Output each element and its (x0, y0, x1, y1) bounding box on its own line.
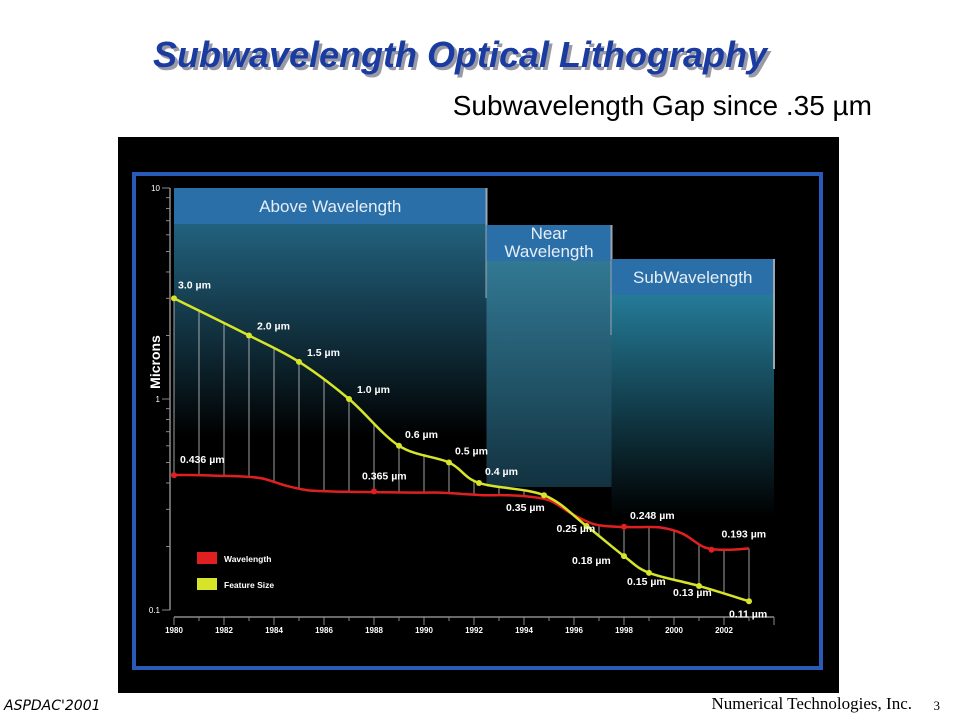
feature-size-data-label: 1.5 µm (307, 347, 340, 359)
feature-size-point (171, 295, 177, 302)
wavelength-point (371, 488, 377, 495)
wavelength-data-label: 0.248 µm (630, 510, 675, 522)
wavelength-line (173, 473, 750, 551)
feature-size-point (396, 442, 402, 449)
x-tick-label: 1996 (565, 626, 583, 635)
slide-title: Subwavelength Optical Lithography (152, 34, 768, 75)
feature-size-data-label: 0.4 µm (485, 466, 518, 478)
region-2-header (486, 225, 612, 261)
feature-size-data-label: 0.6 µm (405, 429, 438, 441)
chart-frame (132, 172, 823, 670)
wavelength-point (621, 523, 627, 530)
feature-size-data-label: 0.15 µm (627, 576, 666, 588)
feature-size-data-label: 0.25 µm (557, 523, 596, 535)
wavelength-point (171, 472, 177, 479)
feature-size-point (541, 492, 547, 499)
lithography-chart: Above Wavelength Near Wavelength SubWavelen… (132, 172, 823, 670)
footer-conference: ASPDAC'2001 (4, 698, 101, 714)
feature-size-point (246, 332, 252, 339)
x-tick-label: 1994 (515, 626, 533, 635)
feature-size-data-label: 3.0 µm (178, 279, 211, 291)
slide-subtitle: Subwavelength Gap since .35 µm (452, 90, 872, 121)
wavelength-point (708, 546, 715, 553)
feature-size-point (696, 582, 702, 589)
x-tick-label: 2002 (715, 626, 733, 635)
feature-size-point (621, 553, 627, 560)
x-tick-label: 1990 (415, 626, 433, 635)
legend-label: Feature Size (224, 580, 274, 590)
region-2-label: Near Wavelength (504, 224, 593, 261)
legend-label: Wavelength (224, 554, 271, 564)
wavelength-data-label: 0.436 µm (180, 454, 225, 466)
x-tick-label: 1984 (265, 626, 283, 635)
feature-size-point (583, 523, 590, 530)
feature-size-data-label: 0.18 µm (572, 555, 611, 567)
y-tick-label: 1 (156, 395, 161, 404)
region-1-fill (174, 188, 487, 437)
chart-panel: Above Wavelength Near Wavelength SubWavelen… (118, 137, 839, 693)
y-tick-label: 0.1 (149, 606, 161, 615)
x-tick-label: 1988 (365, 626, 383, 635)
feature-size-point (346, 396, 352, 402)
wavelength-data-label: 0.365 µm (362, 470, 407, 482)
x-tick-label: 2000 (665, 626, 683, 635)
wavelength-data-label: 0.193 µm (722, 529, 767, 541)
feature-size-point (646, 569, 652, 576)
x-tick-label: 1980 (165, 626, 183, 635)
y-tick-label: 10 (151, 184, 160, 193)
feature-size-point (296, 358, 302, 365)
feature-size-data-label: 0.13 µm (673, 587, 712, 599)
page-number: 3 (933, 698, 941, 713)
region-3-fill (611, 259, 774, 517)
legend-swatch (197, 552, 217, 564)
region-3-header (611, 259, 774, 295)
feature-size-data-label: 1.0 µm (357, 384, 390, 396)
x-tick-label: 1986 (315, 626, 333, 635)
region-3-label: SubWavelength (633, 268, 752, 287)
feature-size-data-label: 0.35 µm (506, 502, 545, 514)
x-tick-label: 1998 (615, 626, 633, 635)
feature-size-data-label: 0.11 µm (729, 608, 767, 620)
x-tick-label: 1982 (215, 626, 233, 635)
footer-company: Numerical Technologies, Inc. (711, 694, 912, 713)
legend-swatch (197, 578, 217, 590)
feature-size-data-label: 2.0 µm (257, 320, 290, 332)
y-axis-label: Microns (147, 335, 163, 389)
feature-size-data-label: 0.5 µm (455, 446, 488, 458)
x-tick-label: 1992 (465, 626, 483, 635)
region-2-fill (486, 225, 612, 487)
region-1-header (174, 188, 487, 224)
feature-size-point (446, 459, 452, 466)
feature-size-point (476, 479, 482, 486)
region-1-label: Above Wavelength (259, 197, 401, 216)
feature-size-point (746, 598, 752, 605)
